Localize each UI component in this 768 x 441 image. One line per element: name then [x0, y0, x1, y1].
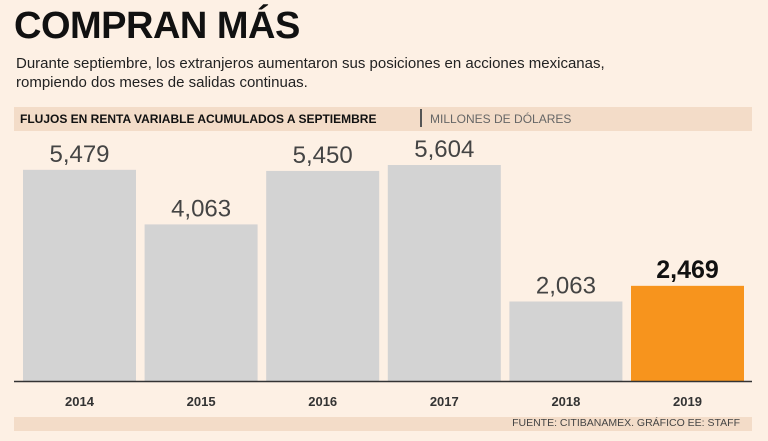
- x-tick-2016: 2016: [308, 394, 337, 409]
- x-tick-2014: 2014: [65, 394, 95, 409]
- data-label-2019: 2,469: [656, 256, 719, 284]
- bar-2016: [266, 170, 380, 381]
- chart-header-band: FLUJOS EN RENTA VARIABLE ACUMULADOS A SE…: [14, 107, 752, 131]
- x-tick-2019: 2019: [673, 394, 702, 409]
- bar-2017: [387, 165, 501, 381]
- bar-2014: [23, 169, 136, 381]
- bar-2015: [144, 224, 258, 381]
- x-tick-2015: 2015: [187, 394, 216, 409]
- data-label-2015: 4,063: [171, 195, 231, 222]
- bar-2019: [631, 285, 744, 381]
- chart-unit-label: MILLONES DE DÓLARES: [430, 112, 572, 126]
- source-note: FUENTE: CITIBANAMEX. GRÁFICO EE: STAFF: [512, 417, 740, 429]
- page-subtitle: Durante septiembre, los extranjeros aume…: [16, 55, 605, 91]
- x-tick-2018: 2018: [551, 394, 580, 409]
- header-divider: [420, 109, 422, 127]
- footer-band: FUENTE: CITIBANAMEX. GRÁFICO EE: STAFF: [14, 417, 752, 431]
- bar-2018: [509, 301, 623, 381]
- data-label-2018: 2,063: [536, 272, 596, 299]
- data-label-2014: 5,479: [49, 141, 109, 168]
- x-tick-2017: 2017: [430, 394, 459, 409]
- page-title: COMPRAN MÁS: [14, 5, 300, 47]
- data-label-2016: 5,450: [293, 142, 353, 169]
- data-label-2017: 5,604: [414, 136, 474, 163]
- chart-title: FLUJOS EN RENTA VARIABLE ACUMULADOS A SE…: [20, 112, 377, 126]
